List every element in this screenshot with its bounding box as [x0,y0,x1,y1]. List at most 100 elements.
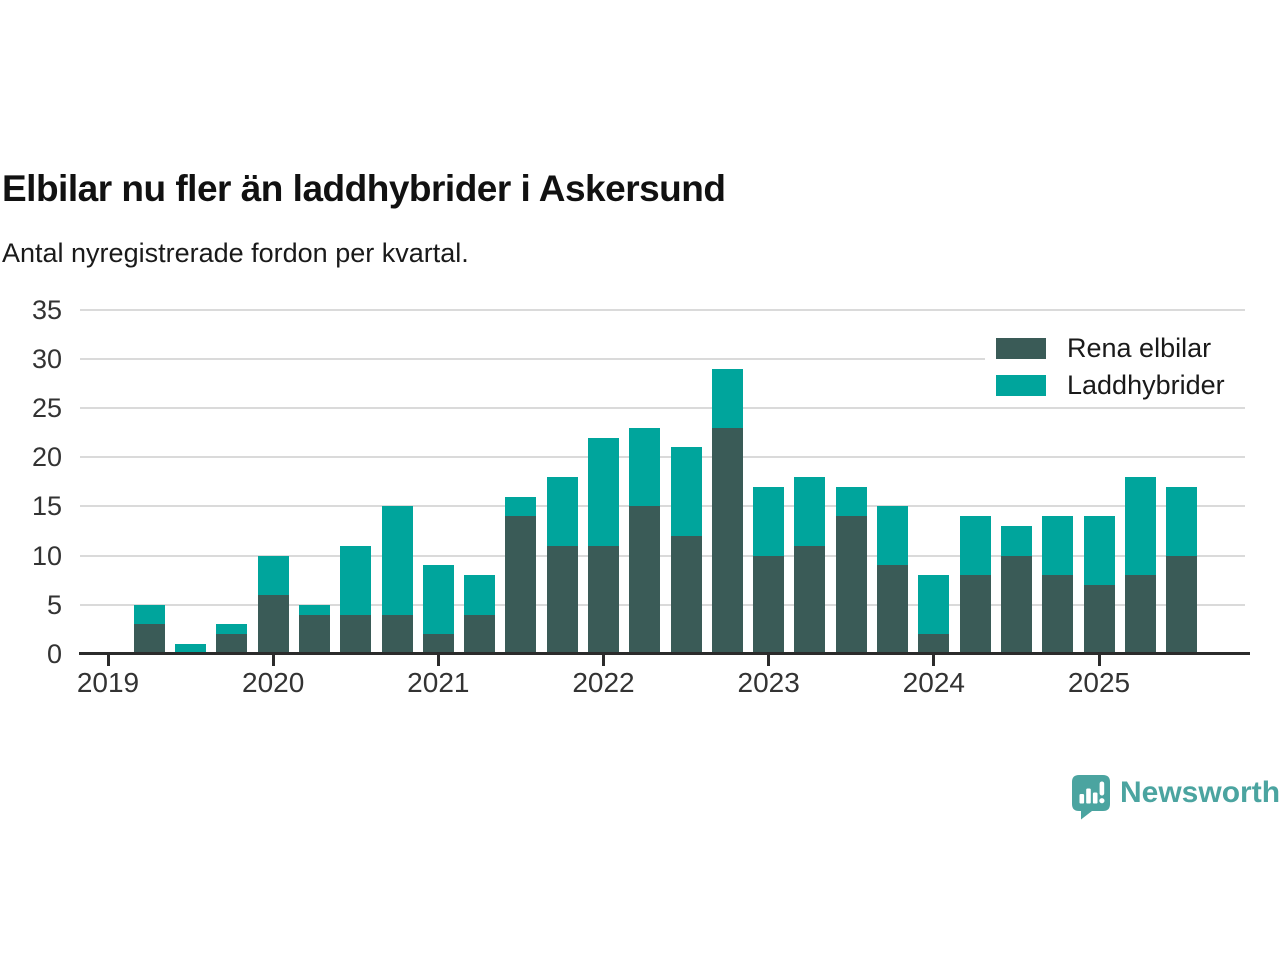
bar-segment-laddhybrider [918,575,950,635]
bar-segment-rena-elbilar [629,506,661,654]
gridline-5 [80,603,1245,606]
x-tick-2020 [271,655,275,666]
newsworthy-logo-icon [1072,775,1110,820]
bar-2023-q1 [753,486,785,654]
bar-segment-rena-elbilar [1166,555,1198,654]
bar-segment-laddhybrider [340,545,372,615]
bar-2022-q2 [629,427,661,654]
gridline-35 [80,308,1245,311]
bar-segment-laddhybrider [422,565,454,635]
bar-segment-laddhybrider [464,575,496,615]
x-tick-label-2024: 2024 [902,667,965,698]
bar-segment-laddhybrider [1042,516,1074,576]
bar-segment-laddhybrider [588,437,619,546]
y-tick-label-0: 0 [46,639,62,669]
x-tick-2022 [602,655,605,666]
bar-segment-rena-elbilar [1124,575,1156,654]
bar-segment-laddhybrider [753,486,785,556]
x-tick-2023 [767,655,771,666]
gridline-15 [80,505,1245,508]
bar-segment-laddhybrider [877,506,909,566]
bar-segment-rena-elbilar [1042,575,1074,654]
x-tick-2019 [106,655,110,666]
bar-segment-laddhybrider [1083,516,1115,586]
bar-segment-rena-elbilar [835,516,867,654]
bar-segment-laddhybrider [835,486,867,517]
x-tick-label-2019: 2019 [76,667,140,698]
bar-segment-rena-elbilar [505,516,537,654]
bar-2024-q4 [1042,516,1074,654]
x-tick-label-2022: 2022 [572,667,635,698]
bar-segment-laddhybrider [959,516,991,576]
bar-2025-q1 [1083,516,1115,654]
bar-2022-q1 [588,437,619,654]
y-tick-label-25: 25 [31,393,62,423]
bar-segment-rena-elbilar [1000,555,1032,654]
bar-segment-laddhybrider [711,368,743,428]
bar-segment-rena-elbilar [340,614,372,654]
x-tick-label-2025: 2025 [1067,667,1131,698]
bar-2019-q3 [175,644,207,654]
gridline-30 [80,357,1245,360]
x-tick-label-2023: 2023 [737,667,800,698]
newsworthy-brand-name: Newsworthy [1120,776,1280,809]
x-tick-2021 [436,655,440,666]
bar-segment-rena-elbilar [588,545,619,654]
bar-segment-rena-elbilar [381,614,413,654]
bar-segment-laddhybrider [298,604,330,615]
bar-segment-laddhybrider [381,506,413,615]
bar-2024-q2 [959,516,991,654]
bar-2020-q1 [257,555,289,654]
bar-segment-laddhybrider [216,624,248,635]
bar-segment-laddhybrider [175,644,207,654]
x-tick-label-2020: 2020 [242,667,305,698]
bar-2025-q2 [1124,476,1156,654]
bar-2020-q4 [381,506,413,654]
bar-segment-laddhybrider [794,476,826,546]
x-axis-line [79,652,1250,655]
y-tick-label-20: 20 [31,442,62,473]
bar-segment-rena-elbilar [1083,585,1115,654]
bar-segment-laddhybrider [505,496,537,517]
bar-segment-rena-elbilar [216,634,248,654]
legend-item-rena-elbilar: Rena elbilar [996,333,1211,363]
bar-segment-laddhybrider [1166,486,1198,556]
legend-swatch-rena-elbilar [996,337,1046,359]
bar-segment-rena-elbilar [877,565,909,654]
bar-segment-rena-elbilar [257,594,289,654]
x-tick-label-2021: 2021 [407,667,470,698]
bar-2019-q2 [133,604,165,654]
bar-segment-laddhybrider [670,447,702,536]
bar-segment-rena-elbilar [753,555,785,654]
bar-segment-rena-elbilar [298,614,330,654]
bar-segment-rena-elbilar [959,575,991,654]
bar-segment-rena-elbilar [422,634,454,654]
bar-2025-q3 [1166,486,1198,654]
bar-2023-q3 [835,486,867,654]
bar-segment-laddhybrider [1000,526,1032,556]
bar-2022-q4 [711,368,743,654]
x-tick-2024 [932,655,936,666]
y-tick-label-10: 10 [31,540,62,571]
bar-2023-q4 [877,506,909,654]
gridline-25 [80,407,1245,409]
legend-label-rena-elbilar: Rena elbilar [1067,332,1212,363]
legend-label-laddhybrider: Laddhybrider [1067,369,1225,400]
legend: Rena elbilar Laddhybrider [985,329,1249,407]
bar-2021-q2 [464,575,496,654]
bar-2022-q3 [670,447,702,654]
bar-segment-rena-elbilar [918,634,950,654]
bar-segment-rena-elbilar [546,545,578,654]
bar-2021-q1 [422,565,454,654]
chart-subtitle: Antal nyregistrerade fordon per kvartal. [2,238,469,268]
y-tick-label-35: 35 [31,294,62,325]
bar-segment-laddhybrider [1124,476,1156,576]
legend-swatch-laddhybrider [996,374,1046,396]
y-tick-label-15: 15 [31,491,62,522]
bar-segment-rena-elbilar [794,545,826,654]
bar-segment-rena-elbilar [133,624,165,654]
y-tick-label-30: 30 [31,343,62,374]
bar-2021-q4 [546,476,578,654]
bar-segment-laddhybrider [546,476,578,546]
